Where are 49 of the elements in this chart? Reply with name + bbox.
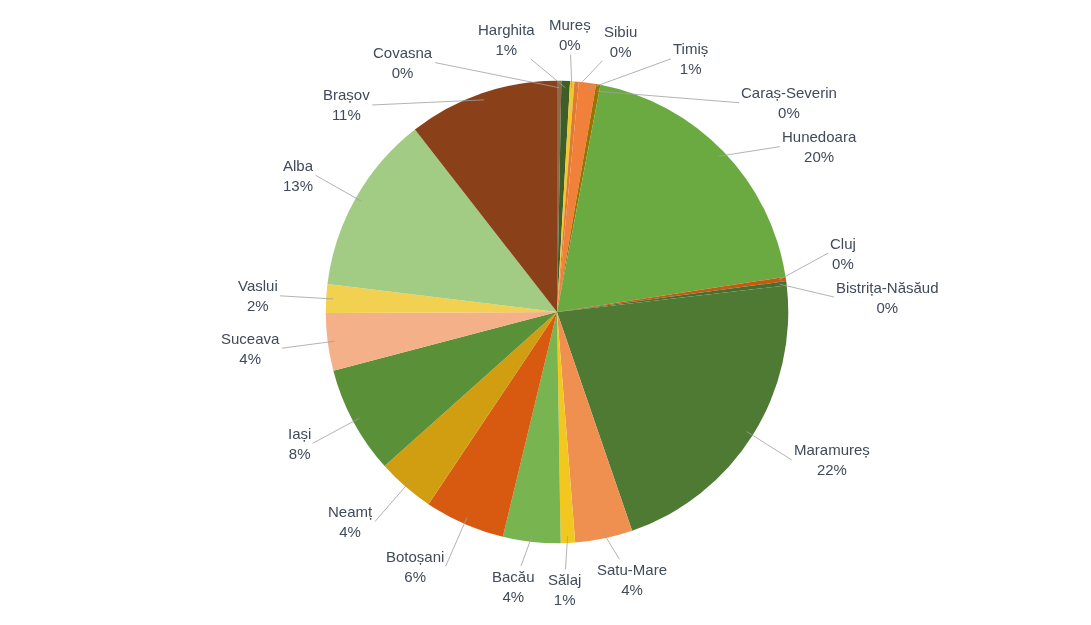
- slice-label: Suceava: [221, 330, 281, 347]
- pie-slice: [502, 312, 561, 544]
- slice-label: Caraș-Severin: [741, 84, 837, 101]
- slice-label: Cluj: [830, 235, 856, 252]
- slice-label: Mureș: [549, 16, 591, 33]
- pie-slice: [325, 312, 557, 371]
- pie-slice: [384, 312, 557, 505]
- slice-label: Bacău: [492, 568, 535, 585]
- slice-label: Harghita: [478, 21, 536, 38]
- pie-slice: [414, 80, 557, 312]
- slice-label: Iași: [288, 425, 312, 442]
- data-label: 0%: [391, 63, 414, 81]
- slice-label: Covasna: [373, 44, 433, 61]
- data-label: 0%: [832, 254, 854, 272]
- data-label: 0%: [609, 42, 632, 60]
- data-label: 4%: [239, 349, 262, 367]
- slice-label: Sălaj: [548, 571, 582, 588]
- pie-slice: [557, 285, 789, 531]
- pie-slice: [557, 312, 633, 543]
- data-label: 4%: [621, 580, 643, 598]
- data-label: 6%: [404, 567, 427, 585]
- data-label: 0%: [559, 35, 581, 53]
- slice-label: Bistrița-Năsăud: [836, 279, 939, 296]
- pie-slice: [428, 312, 557, 537]
- data-label: 1%: [553, 590, 576, 608]
- data-label: 8%: [288, 444, 311, 462]
- slice-label: Alba: [283, 157, 314, 174]
- data-label: 0%: [778, 103, 800, 121]
- data-label: 20%: [804, 147, 835, 165]
- slice-label: Neamț: [328, 503, 374, 520]
- slice-label: Brașov: [323, 86, 371, 103]
- slice-label: Timiș: [673, 40, 709, 57]
- pie-slice: [333, 312, 557, 467]
- data-label: 4%: [502, 587, 525, 605]
- slice-label: Hunedoara: [782, 128, 857, 145]
- data-label: 0%: [876, 298, 899, 316]
- data-label: 2%: [247, 296, 269, 314]
- slice-label: Vaslui: [238, 277, 278, 294]
- data-label: 22%: [816, 460, 847, 478]
- data-label: 1%: [495, 40, 518, 58]
- slice-label: Sibiu: [604, 23, 638, 40]
- slice-label: Maramureș: [794, 441, 870, 458]
- data-label: 11%: [331, 105, 361, 123]
- data-label: 1%: [679, 59, 702, 77]
- data-label: 4%: [339, 522, 361, 540]
- pie-slice: [327, 129, 557, 312]
- data-label: 13%: [283, 176, 314, 194]
- slice-label: Satu-Mare: [597, 561, 668, 578]
- slice-label: Botoșani: [386, 548, 445, 565]
